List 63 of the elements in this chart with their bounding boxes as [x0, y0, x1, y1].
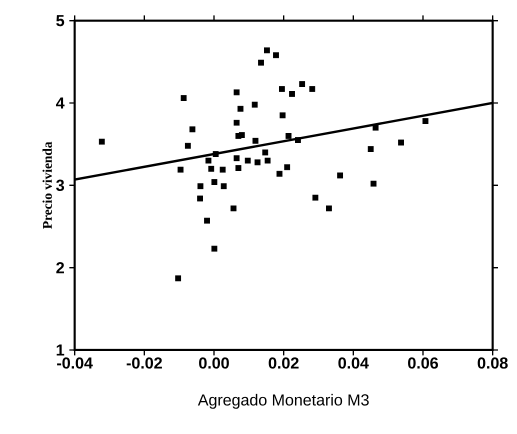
y-axis-title: Precio vivienda [42, 142, 52, 229]
point [368, 146, 374, 152]
point [230, 205, 236, 212]
point [262, 149, 268, 156]
point [211, 246, 218, 252]
point [337, 172, 344, 178]
point [197, 196, 204, 202]
point [312, 194, 318, 201]
point [370, 180, 376, 187]
y-tick-label: 5 [56, 15, 64, 26]
point [372, 124, 379, 131]
point [238, 132, 245, 138]
x-axis-title: Agregado Monetario M3 [198, 394, 369, 409]
x-tick-label: 0.06 [408, 357, 438, 369]
point [212, 151, 219, 157]
point [184, 142, 191, 149]
point [295, 137, 301, 143]
point [252, 138, 258, 144]
x-tick-label: 0.02 [268, 357, 299, 369]
point [254, 159, 260, 166]
point [180, 95, 187, 101]
point [98, 138, 105, 145]
point [264, 47, 270, 54]
y-tick-label: 3 [56, 180, 64, 192]
point [235, 165, 242, 171]
x-tick-label: 0.04 [338, 357, 369, 369]
point [286, 132, 292, 139]
point [299, 81, 306, 87]
point [234, 120, 240, 126]
x-tick-label: -0.02 [126, 357, 162, 369]
point [197, 183, 204, 190]
point [284, 164, 290, 170]
point [178, 166, 184, 173]
point [252, 102, 258, 108]
point [280, 112, 286, 118]
point [422, 118, 428, 124]
point [189, 126, 196, 132]
point [244, 158, 251, 164]
point [238, 106, 244, 112]
point [204, 218, 210, 224]
point [234, 155, 240, 162]
y-tick-label: 1 [56, 344, 64, 356]
point [276, 170, 282, 177]
x-tick-label: 0.00 [199, 357, 229, 369]
x-tick-label: -0.04 [57, 357, 93, 369]
point [398, 140, 404, 146]
point [211, 179, 218, 185]
point [264, 158, 271, 164]
point [205, 158, 212, 164]
y-tick-label: 2 [56, 262, 64, 274]
point [234, 89, 240, 96]
point [273, 52, 279, 58]
x-tick-label: 0.08 [478, 357, 508, 369]
point [220, 183, 227, 190]
point [278, 86, 285, 92]
point [326, 205, 332, 212]
point [220, 166, 226, 173]
point [175, 275, 182, 282]
point [309, 86, 316, 92]
point [258, 60, 264, 66]
point [289, 91, 295, 97]
point [208, 166, 214, 172]
y-tick-label: 4 [56, 97, 65, 108]
